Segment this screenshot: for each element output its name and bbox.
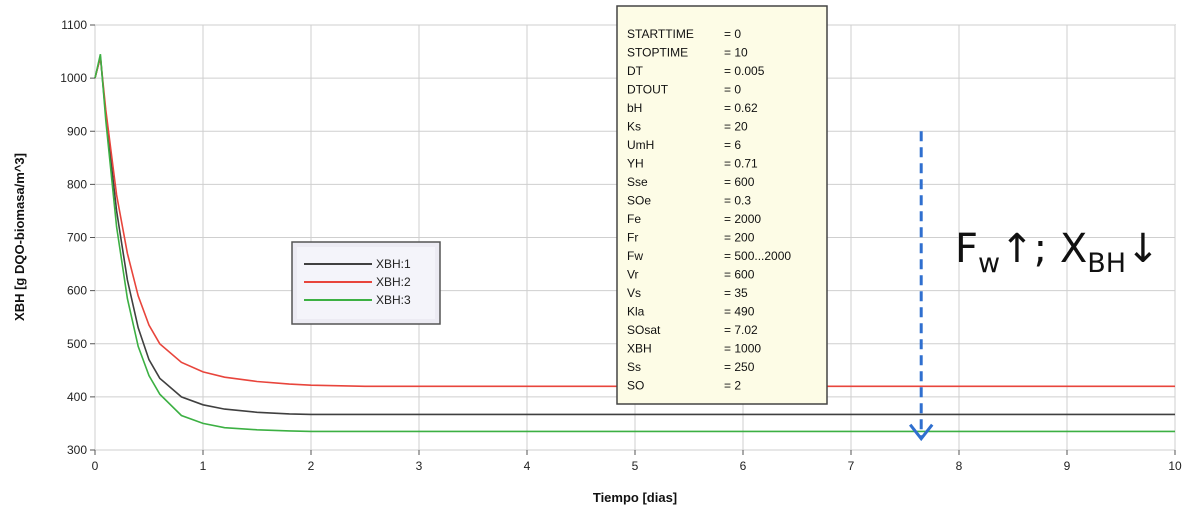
y-tick-label: 600 — [67, 284, 87, 298]
x-axis-label: Tiempo [dias] — [593, 490, 677, 505]
param-key: SOe — [627, 194, 651, 208]
param-value: = 20 — [724, 120, 748, 134]
param-value: = 1000 — [724, 342, 761, 356]
x-tick-label: 4 — [524, 459, 531, 473]
x-tick-label: 6 — [740, 459, 747, 473]
x-tick-label: 8 — [956, 459, 963, 473]
y-tick-label: 900 — [67, 124, 87, 138]
param-value: = 0.62 — [724, 101, 758, 115]
annotation-f-arrow: ↑ — [1000, 226, 1034, 272]
x-tick-label: 9 — [1064, 459, 1071, 473]
param-value: = 10 — [724, 46, 748, 60]
annotation-x: X — [1060, 226, 1087, 272]
annotation: Fw↑; XBH↓ — [909, 131, 1160, 442]
param-key: XBH — [627, 342, 652, 356]
param-key: UmH — [627, 138, 654, 152]
ticks: 0 1 2 3 4 5 6 7 8 9 10 300 400 500 600 700 800 900 1000 110… — [60, 18, 1182, 473]
annotation-sep: ; — [1034, 226, 1060, 272]
param-key: DTOUT — [627, 83, 669, 97]
param-key: Sse — [627, 175, 648, 189]
y-tick-label: 500 — [67, 337, 87, 351]
param-key: STARTTIME — [627, 27, 694, 41]
param-key: Fe — [627, 212, 641, 226]
param-value: = 0.005 — [724, 64, 765, 78]
param-key: Kla — [627, 305, 645, 319]
param-key: Vs — [627, 286, 641, 300]
param-value: = 2000 — [724, 212, 761, 226]
param-value: = 250 — [724, 360, 755, 374]
parameter-box: STARTTIME = 0 STOPTIME = 10 DT = 0.005 DTOUT = … — [616, 5, 828, 405]
arrow-head — [909, 423, 934, 442]
legend-label-3: XBH:3 — [376, 293, 411, 307]
param-key: DT — [627, 64, 644, 78]
x-tick-label: 5 — [632, 459, 639, 473]
param-key: SO — [627, 379, 644, 393]
series-line-1 — [94, 56, 1175, 416]
param-value: = 490 — [724, 305, 755, 319]
param-key: SOsat — [627, 323, 661, 337]
annotation-text: Fw↑; XBH↓ — [955, 226, 1160, 279]
y-tick-label: 300 — [67, 443, 87, 457]
annotation-f: F — [955, 226, 978, 272]
param-value: = 0 — [724, 83, 741, 97]
y-axis-label: XBH [g DQO-biomasa/m^3] — [12, 153, 27, 321]
annotation-f-sub: w — [978, 248, 1000, 279]
y-tick-label: 400 — [67, 390, 87, 404]
x-tick-label: 10 — [1168, 459, 1182, 473]
series-line-3 — [94, 54, 1175, 433]
x-tick-label: 0 — [92, 459, 99, 473]
param-value: = 2 — [724, 379, 741, 393]
param-key: bH — [627, 101, 642, 115]
param-value: = 0.3 — [724, 194, 751, 208]
legend-label-2: XBH:2 — [376, 275, 411, 289]
param-value: = 600 — [724, 175, 755, 189]
y-tick-label: 1000 — [60, 71, 87, 85]
y-tick-label: 700 — [67, 231, 87, 245]
param-value: = 0 — [724, 27, 741, 41]
y-tick-label: 1100 — [61, 18, 87, 32]
annotation-x-sub: BH — [1087, 248, 1126, 279]
param-value: = 500...2000 — [724, 249, 791, 263]
param-value: = 7.02 — [724, 323, 758, 337]
x-tick-label: 2 — [308, 459, 315, 473]
param-key: STOPTIME — [627, 46, 688, 60]
x-tick-label: 7 — [848, 459, 855, 473]
param-value: = 35 — [724, 286, 748, 300]
legend-label-1: XBH:1 — [376, 257, 411, 271]
x-tick-label: 1 — [200, 459, 207, 473]
x-tick-label: 3 — [416, 459, 423, 473]
param-key: Ks — [627, 120, 641, 134]
param-value: = 0.71 — [724, 157, 758, 171]
param-key: Fw — [627, 249, 643, 263]
parameter-box-frame — [616, 5, 828, 405]
param-key: Ss — [627, 360, 641, 374]
param-value: = 600 — [724, 268, 755, 282]
param-key: Vr — [627, 268, 639, 282]
annotation-x-arrow: ↓ — [1126, 226, 1160, 272]
param-key: YH — [627, 157, 644, 171]
param-value: = 200 — [724, 231, 755, 245]
param-key: Fr — [627, 231, 638, 245]
y-tick-label: 800 — [67, 177, 87, 191]
legend: XBH:1 XBH:2 XBH:3 — [291, 241, 441, 325]
param-value: = 6 — [724, 138, 741, 152]
